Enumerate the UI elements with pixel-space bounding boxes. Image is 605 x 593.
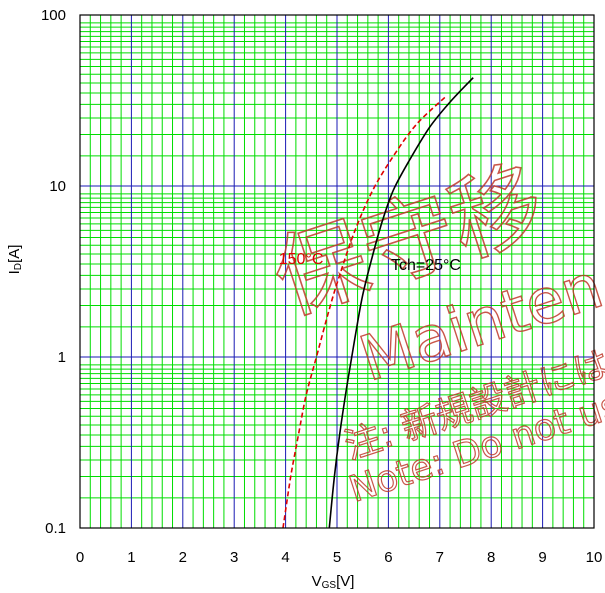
- x-tick-label: 10: [586, 549, 603, 566]
- y-axis-title-sub: D: [13, 263, 24, 270]
- y-tick-labels: 0.1 1 10 100: [41, 7, 66, 537]
- series-line-tch-25c: [328, 77, 474, 529]
- major-grid: [80, 15, 594, 528]
- x-axis-title-unit: [V]: [336, 573, 354, 590]
- plot-border: [79, 14, 595, 529]
- y-tick-label: 0.1: [45, 520, 66, 537]
- plot-area: [80, 15, 594, 528]
- annotation-150c: 150°C: [279, 251, 324, 268]
- y-axis-title: ID[A]: [6, 245, 24, 275]
- y-tick-label: 10: [49, 178, 66, 195]
- x-tick-label: 4: [281, 549, 289, 566]
- x-tick-label: 8: [487, 549, 495, 566]
- x-tick-label: 6: [384, 549, 392, 566]
- x-tick-label: 3: [230, 549, 238, 566]
- y-axis-title-main: I: [6, 270, 23, 274]
- x-tick-labels: 0 1 2 3 4 5 6 7 8 9 10: [76, 549, 603, 566]
- x-axis-title: VGS[V]: [312, 573, 355, 591]
- y-tick-label: 1: [58, 349, 66, 366]
- series-line-150c: [282, 96, 446, 529]
- x-tick-label: 5: [333, 549, 341, 566]
- series-layer: [282, 77, 474, 529]
- x-tick-label: 2: [179, 549, 187, 566]
- y-axis-title-unit: [A]: [6, 245, 23, 263]
- x-tick-label: 9: [538, 549, 546, 566]
- x-tick-label: 1: [127, 549, 135, 566]
- x-axis-title-sub: GS: [322, 580, 337, 591]
- x-axis-title-main: V: [312, 573, 322, 590]
- x-tick-label: 7: [436, 549, 444, 566]
- x-tick-label: 0: [76, 549, 84, 566]
- y-tick-label: 100: [41, 7, 66, 24]
- annotation-tch-25c: Tch=25°C: [391, 257, 461, 274]
